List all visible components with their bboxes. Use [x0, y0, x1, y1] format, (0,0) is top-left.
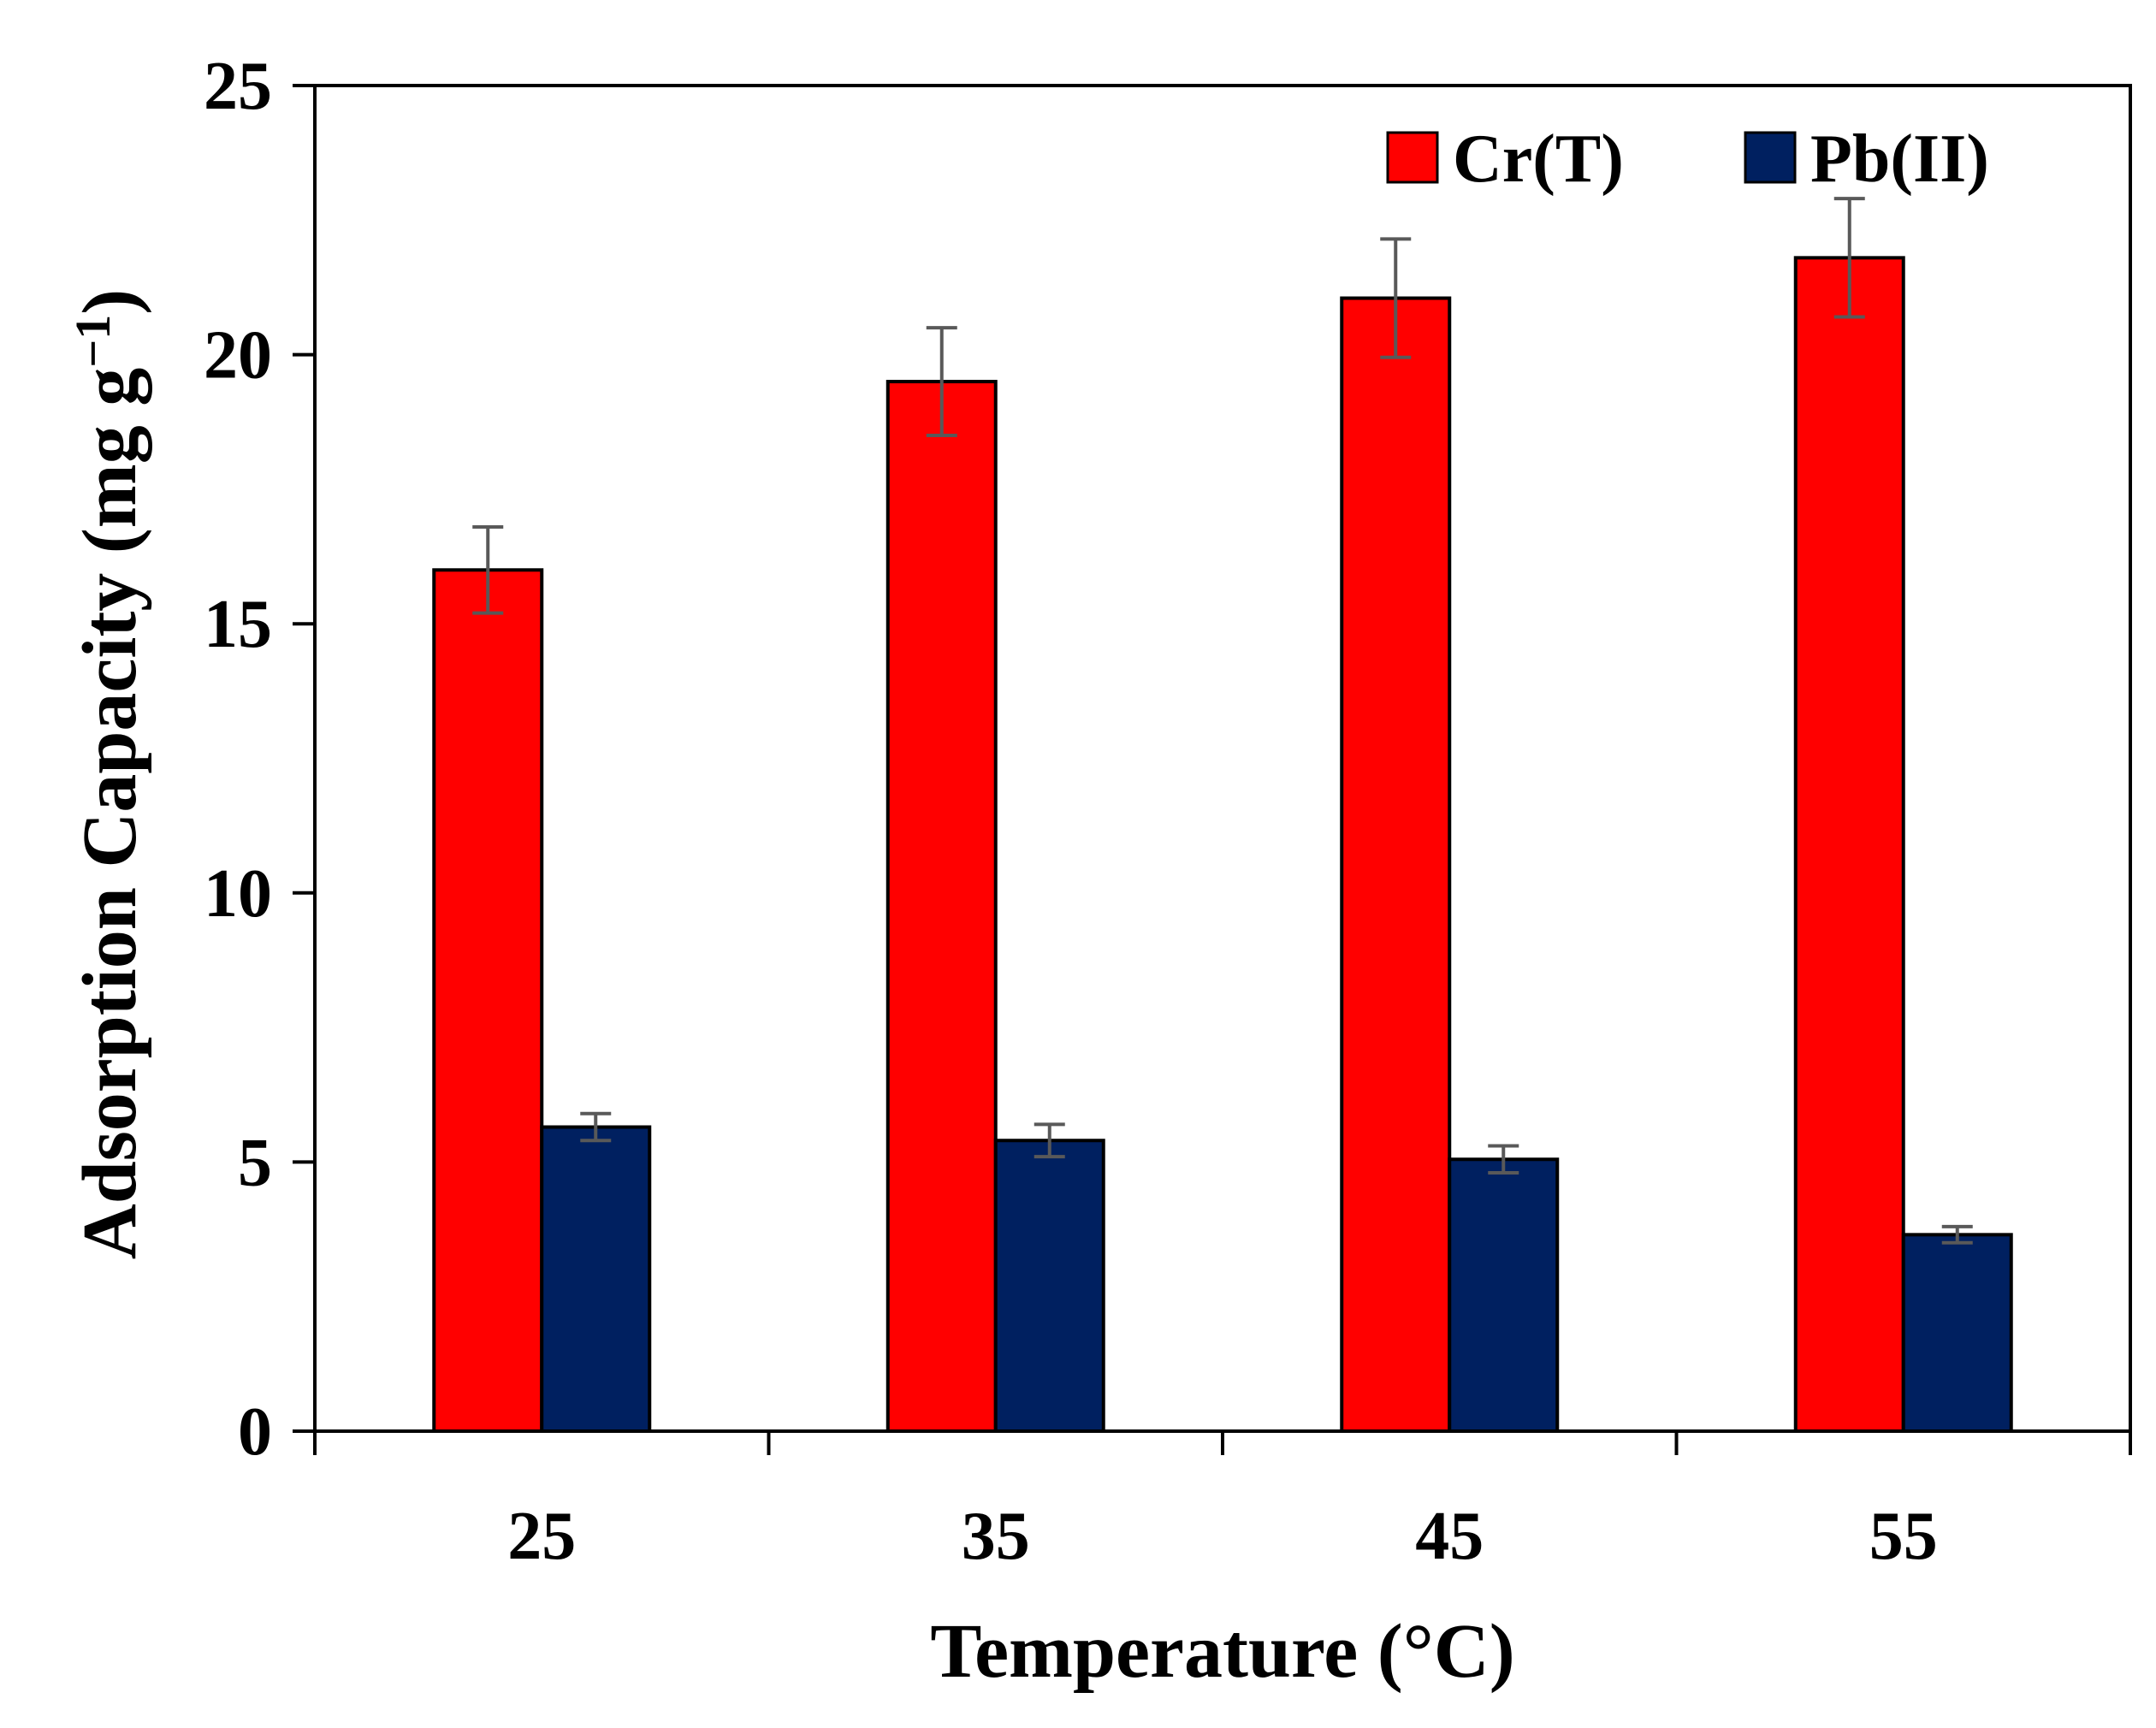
- bar-crt-55: [1793, 256, 1905, 1433]
- error-bar-pbii-55: [1941, 1224, 1973, 1245]
- error-bar-pbii-35: [1034, 1122, 1065, 1159]
- axes-layer: [293, 84, 2132, 1455]
- x-axis-title: Temperature (°C): [930, 1609, 1514, 1694]
- y-axis-title-close: ): [68, 289, 152, 315]
- error-bar-crt-45: [1380, 237, 1412, 359]
- bars-layer: [432, 256, 2013, 1434]
- x-tick-label-35: 35: [962, 1499, 1030, 1574]
- legend: Cr(T) Pb(II): [1386, 121, 1989, 197]
- y-tick-label-15: 15: [204, 587, 272, 662]
- y-axis-title: Adsorption Capacity (mg g−1): [65, 289, 152, 1260]
- error-bars-layer: [472, 197, 1973, 1245]
- bar-crt-25: [432, 568, 544, 1433]
- legend-label-cr: Cr(T): [1453, 121, 1624, 197]
- y-axis-title-main: Adsorption Capacity (mg g: [68, 368, 152, 1260]
- legend-swatch-pb: [1744, 131, 1797, 184]
- y-tick-label-5: 5: [238, 1125, 272, 1200]
- legend-label-pb: Pb(II): [1810, 121, 1989, 197]
- bar-crt-45: [1340, 296, 1452, 1433]
- y-tick-label-20: 20: [204, 318, 272, 394]
- x-tick-label-25: 25: [507, 1499, 576, 1574]
- x-tick-label-45: 45: [1415, 1499, 1484, 1574]
- bar-pbii-25: [540, 1125, 652, 1433]
- y-tick-label-10: 10: [204, 856, 272, 932]
- bar-pbii-45: [1448, 1157, 1560, 1434]
- y-tick-label-0: 0: [238, 1394, 272, 1470]
- error-bar-crt-35: [926, 326, 957, 437]
- y-tick-label-25: 25: [204, 49, 272, 124]
- legend-swatch-cr: [1386, 131, 1439, 184]
- bar-pbii-55: [1901, 1233, 2013, 1434]
- error-bar-pbii-45: [1488, 1144, 1519, 1175]
- y-axis-title-superscript: −1: [65, 315, 121, 368]
- error-bar-crt-25: [472, 524, 504, 615]
- error-bar-crt-55: [1833, 197, 1865, 319]
- x-tick-label-55: 55: [1869, 1499, 1938, 1574]
- error-bar-pbii-25: [580, 1111, 612, 1143]
- bar-pbii-35: [993, 1139, 1105, 1434]
- tick-labels-layer: 0 5 10 15 20 25 25 35 45 55: [204, 49, 1938, 1574]
- bar-crt-35: [886, 380, 998, 1433]
